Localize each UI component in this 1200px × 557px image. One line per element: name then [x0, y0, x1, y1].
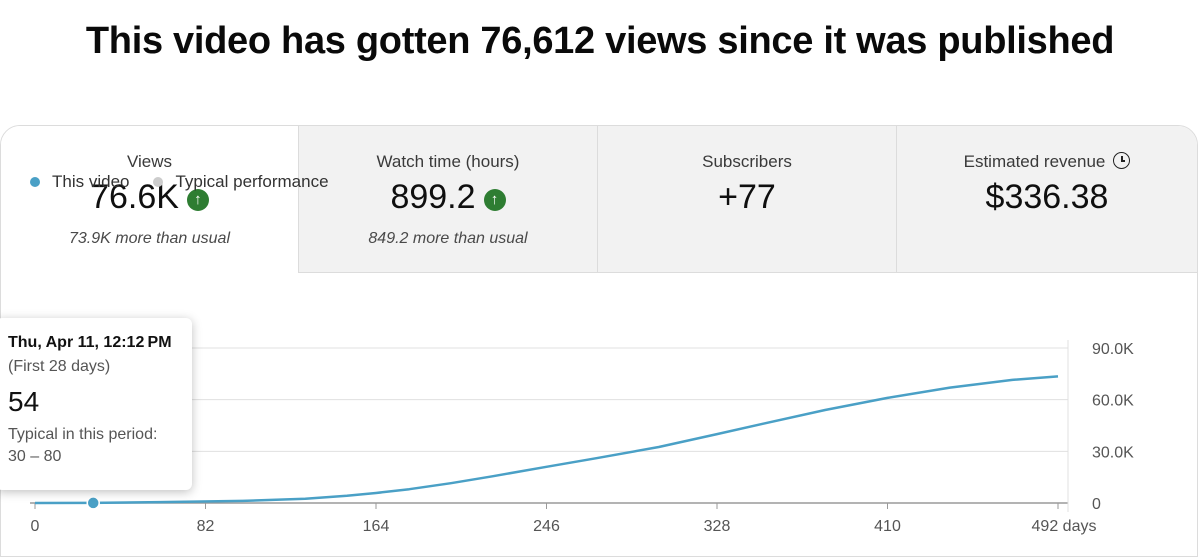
analytics-card: Views 76.6K ↑ 73.9K more than usual Watch…	[0, 125, 1198, 557]
page-headline: This video has gotten 76,612 views since…	[85, 20, 1115, 62]
chart-tooltip: Thu, Apr 11, 12:12 PM (First 28 days) 54…	[0, 318, 192, 490]
legend-item-typical[interactable]: Typical performance	[153, 172, 329, 192]
x-tick-label: 164	[363, 518, 390, 535]
clock-icon	[1113, 152, 1131, 169]
series-dot-icon	[153, 177, 164, 187]
x-tick-label: 410	[874, 518, 901, 535]
tooltip-period: (First 28 days)	[8, 358, 111, 375]
metric-value: +77	[718, 178, 776, 216]
y-tick-label: 30.0K	[1092, 444, 1134, 461]
arrow-up-icon: ↑	[186, 189, 209, 211]
x-tick-label: 328	[704, 518, 731, 535]
highlight-point	[86, 496, 100, 510]
metric-label: Views	[126, 152, 173, 171]
tooltip-typical: Typical in this period: 30 – 80	[8, 424, 192, 468]
metric-label: Estimated revenue	[897, 152, 1197, 172]
metric-tab-watch-time[interactable]: Watch time (hours) 899.2 ↑ 849.2 more tha…	[298, 126, 597, 273]
metric-tab-estimated-revenue[interactable]: Estimated revenue $336.38	[896, 126, 1197, 273]
x-tick-label: 492 days	[1032, 518, 1097, 535]
legend-label: This video	[52, 172, 130, 191]
tooltip-typical-range: 30 – 80	[8, 448, 62, 465]
metric-value: $336.38	[985, 178, 1109, 216]
x-tick-label: 82	[197, 518, 215, 535]
metric-comparison: 849.2 more than usual	[368, 230, 528, 247]
y-tick-label: 90.0K	[1092, 341, 1134, 358]
metric-comparison: 73.9K more than usual	[69, 230, 230, 247]
tooltip-value: 54	[8, 386, 40, 417]
y-tick-label: 60.0K	[1092, 393, 1134, 410]
legend-item-this-video[interactable]: This video	[30, 172, 129, 192]
metric-value: 899.2 ↑	[299, 178, 597, 217]
chart-legend: This video Typical performance	[30, 172, 353, 192]
y-tick-label: 0	[1092, 496, 1101, 513]
tooltip-typical-label: Typical in this period:	[8, 426, 158, 443]
metrics-row: Views 76.6K ↑ 73.9K more than usual Watch…	[1, 126, 1197, 273]
metric-label: Watch time (hours)	[376, 152, 520, 171]
series-dot-icon	[30, 177, 40, 187]
metric-tab-subscribers[interactable]: Subscribers +77	[597, 126, 896, 273]
tooltip-date: Thu, Apr 11, 12:12 PM	[8, 334, 172, 351]
series-line-this-video	[34, 375, 1059, 505]
x-tick-label: 246	[533, 518, 560, 535]
arrow-up-icon: ↑	[483, 189, 506, 211]
metric-value: 76.6K ↑	[1, 178, 298, 217]
legend-label: Typical performance	[175, 172, 329, 191]
metric-label: Subscribers	[702, 152, 792, 171]
x-tick-label: 0	[31, 518, 40, 535]
metric-tab-views[interactable]: Views 76.6K ↑ 73.9K more than usual	[1, 126, 298, 273]
